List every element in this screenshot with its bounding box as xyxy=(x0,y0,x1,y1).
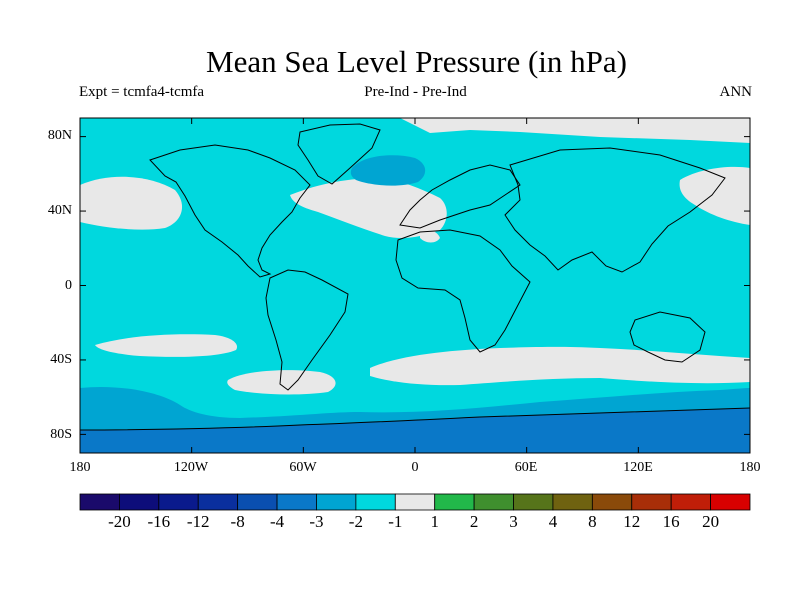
northwest-pacific-near-zero-region xyxy=(679,166,750,225)
colorbar-label: 12 xyxy=(623,512,641,531)
colorbar-swatch xyxy=(670,493,711,511)
colorbar-swatch xyxy=(434,493,475,511)
coast-asia xyxy=(504,147,726,273)
colorbar-label: -12 xyxy=(186,512,210,531)
coast-australia xyxy=(629,311,706,363)
colorbar-swatch xyxy=(119,493,160,511)
colorbar-label: -8 xyxy=(230,512,245,531)
x-tick-label: 60E xyxy=(514,460,538,475)
colorbar-swatch xyxy=(276,493,317,511)
y-tick-label: 40S xyxy=(50,352,72,367)
colorbar-label: 20 xyxy=(702,512,720,531)
colorbar-swatch xyxy=(355,493,396,511)
colorbar-label: -1 xyxy=(388,512,403,531)
colorbar-label: -20 xyxy=(108,512,131,531)
colorbar-label: -4 xyxy=(269,512,285,531)
colorbar-swatch xyxy=(394,493,436,511)
colorbar-swatch xyxy=(473,493,514,511)
coast-africa xyxy=(395,229,531,353)
colorbar-label: -3 xyxy=(309,512,324,531)
colorbar-swatch xyxy=(710,493,751,511)
y-tick-label: 80S xyxy=(50,427,72,442)
colorbar-label: 2 xyxy=(469,512,479,531)
south-pacific-near-zero-region xyxy=(95,334,238,357)
period-label: Pre-Ind - Pre-Ind xyxy=(364,84,467,100)
coastlines xyxy=(80,123,750,431)
colorbar-swatch xyxy=(631,493,672,511)
south-atlantic-near-zero-region xyxy=(227,370,336,395)
coast-north-america xyxy=(149,144,311,278)
mid-atlantic-near-zero-patch xyxy=(420,230,440,243)
colorbar-swatch xyxy=(237,493,278,511)
colorbar-label: 3 xyxy=(509,512,518,531)
colorbar-swatch xyxy=(158,493,199,511)
x-tick-label: 0 xyxy=(411,460,419,475)
colorbar-swatch xyxy=(513,493,554,511)
page-title: Mean Sea Level Pressure (in hPa) xyxy=(206,44,627,79)
colorbar-label: -2 xyxy=(348,512,363,531)
season-label: ANN xyxy=(719,84,753,100)
coast-antarctica xyxy=(80,407,750,431)
colorbar-label: 1 xyxy=(430,512,439,531)
experiment-label: Expt = tcmfa4-tcmfa xyxy=(79,84,205,100)
axis-ticks xyxy=(79,118,751,453)
y-tick-label: 40N xyxy=(47,203,72,218)
colorbar-label: 8 xyxy=(588,512,597,531)
colorbar-swatch xyxy=(316,493,357,511)
x-tick-label: 180 xyxy=(69,460,91,475)
y-tick-label: 0 xyxy=(65,278,72,293)
colorbar-label: 4 xyxy=(548,512,558,531)
x-tick-label: 60W xyxy=(289,460,317,475)
antarctic-minus4-region xyxy=(80,408,750,453)
x-tick-label: 120E xyxy=(623,460,653,475)
north-atlantic-near-zero-region xyxy=(290,178,447,238)
x-tick-label: 120W xyxy=(173,460,209,475)
y-tick-label: 80N xyxy=(47,128,72,143)
indian-ocean-near-zero-region xyxy=(370,346,750,386)
colorbar-label: -16 xyxy=(147,512,171,531)
colorbar xyxy=(79,493,751,511)
greenland-sea-minus3-region xyxy=(350,155,426,186)
colorbar-swatch xyxy=(552,493,593,511)
colorbar-swatch xyxy=(79,493,120,511)
colorbar-swatch xyxy=(197,493,239,511)
colorbar-swatch xyxy=(591,493,633,511)
coast-greenland xyxy=(297,123,381,185)
north-pacific-near-zero-region xyxy=(80,176,183,230)
pressure-field xyxy=(80,118,750,453)
x-tick-label: 180 xyxy=(739,460,761,475)
colorbar-label: 16 xyxy=(662,512,680,531)
arctic-near-zero-region xyxy=(400,118,750,143)
coast-south-america xyxy=(265,269,349,391)
